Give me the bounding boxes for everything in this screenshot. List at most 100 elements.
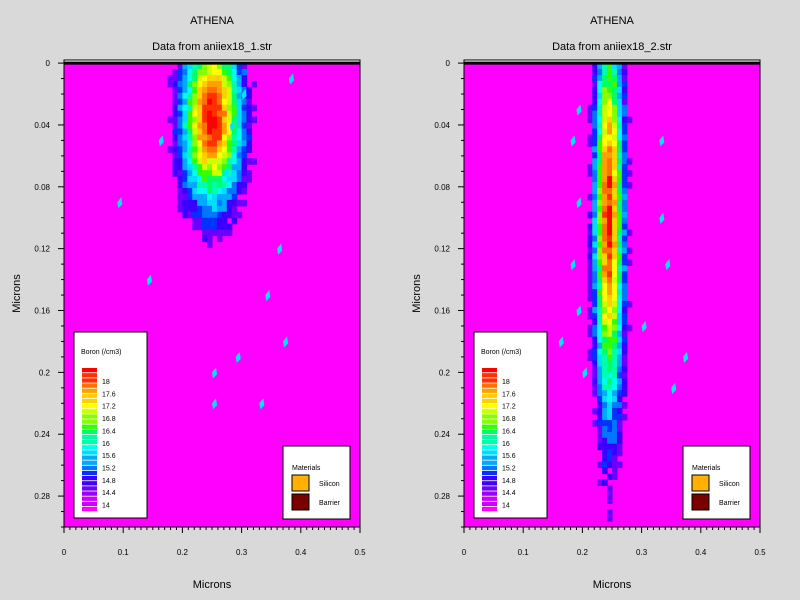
heatmap-cell [607, 461, 613, 469]
heatmap-cell [607, 253, 613, 260]
heatmap-cell [616, 300, 623, 308]
heatmap-cell [207, 193, 213, 201]
heatmap-cell [602, 425, 608, 433]
heatmap-cell [607, 318, 613, 326]
heatmap-cell [587, 283, 593, 290]
heatmap-cell [207, 63, 213, 70]
heatmap-cell [221, 217, 228, 225]
heatmap-cell [226, 116, 233, 124]
heatmap-cell [221, 74, 228, 82]
material-swatch-silicon [291, 474, 310, 492]
noise-fragment [576, 104, 582, 116]
heatmap-cell [226, 98, 233, 106]
heatmap-cell [216, 199, 223, 207]
heatmap-cell [216, 158, 223, 165]
heatmap-cell [592, 390, 598, 397]
heatmap-cell [202, 86, 208, 94]
noise-fragment [582, 367, 588, 379]
heatmap-cell [621, 128, 628, 136]
heatmap-cell [592, 217, 598, 225]
heatmap-cell [607, 384, 613, 391]
heatmap-cell [197, 80, 203, 88]
heatmap-cell [602, 384, 608, 391]
heatmap-cell [597, 295, 603, 302]
heatmap-cell [197, 140, 203, 147]
heatmap-cell [172, 69, 179, 76]
heatmap-cell [172, 92, 179, 100]
legend-swatch [82, 409, 97, 414]
heatmap-cell [612, 354, 618, 362]
heatmap-cell [602, 443, 608, 451]
heatmap-cell [602, 479, 608, 486]
heatmap-cell [602, 86, 608, 94]
heatmap-cell [241, 176, 248, 183]
heatmap-cell [192, 116, 198, 124]
heatmap-cell [621, 259, 628, 266]
noise-fragment [283, 336, 289, 348]
heatmap-cell [241, 140, 248, 147]
heatmap-cell [607, 217, 613, 225]
heatmap-cell [621, 336, 628, 344]
heatmap-cell [241, 116, 248, 124]
x-tick-label: 0 [462, 548, 467, 557]
heatmap-cell [597, 277, 603, 284]
heatmap-cell [621, 414, 628, 421]
heatmap-cell [236, 182, 243, 189]
heatmap-cell [221, 69, 228, 76]
heatmap-cell [592, 283, 598, 290]
heatmap-cell [231, 134, 238, 142]
heatmap-cell [626, 182, 633, 189]
heatmap-cell [221, 152, 228, 159]
x-tick-label: 0.3 [236, 548, 248, 557]
heatmap-cell [182, 122, 188, 130]
heatmap-cell [197, 158, 203, 165]
heatmap-cell [236, 74, 243, 82]
heatmap-cell [197, 152, 203, 159]
heatmap-cell [602, 158, 608, 165]
heatmap-cell [607, 449, 613, 457]
heatmap-cell [597, 283, 603, 290]
heatmap-cell [177, 116, 183, 124]
heatmap-cell [626, 300, 633, 308]
legend-swatch [82, 429, 97, 435]
heatmap-cell [607, 122, 613, 130]
heatmap-cell [616, 69, 623, 76]
heatmap-cell [202, 134, 208, 142]
noise-fragment [223, 166, 229, 178]
heatmap-cell [236, 122, 243, 130]
heatmap-cell [621, 241, 628, 249]
heatmap-cell [182, 176, 188, 183]
heatmap-cell [177, 199, 183, 207]
heatmap-cell [616, 342, 623, 350]
legend-swatch [482, 460, 497, 465]
heatmap-cell [226, 74, 233, 82]
heatmap-cell [597, 479, 603, 486]
heatmap-cell [616, 128, 623, 136]
heatmap-cell [597, 271, 603, 278]
heatmap-cell [212, 134, 218, 142]
heatmap-cell [607, 265, 613, 272]
heatmap-cell [597, 217, 603, 225]
legend-swatch [82, 368, 97, 373]
chart-subtitle: Data from aniiex18_2.str [552, 41, 672, 53]
heatmap-cell [241, 187, 248, 195]
heatmap-cell [216, 229, 223, 237]
legend-level-label: 18 [102, 379, 110, 386]
heatmap-cell [182, 193, 188, 201]
heatmap-cell [607, 372, 613, 379]
heatmap-cell [597, 86, 603, 94]
heatmap-cell [182, 80, 188, 88]
heatmap-cell [172, 104, 179, 112]
heatmap-cell [197, 146, 203, 153]
legend-level-label: 14.4 [502, 490, 516, 497]
heatmap-cell [241, 74, 248, 82]
heatmap-cell [592, 134, 598, 142]
legend-swatch [482, 465, 497, 471]
heatmap-cell [202, 199, 208, 207]
noise-fragment [641, 320, 647, 332]
heatmap-cell [592, 223, 598, 231]
y-tick-label: 0.16 [34, 307, 50, 316]
heatmap-cell [612, 128, 618, 136]
heatmap-cell [246, 140, 253, 147]
heatmap-cell [616, 289, 623, 296]
